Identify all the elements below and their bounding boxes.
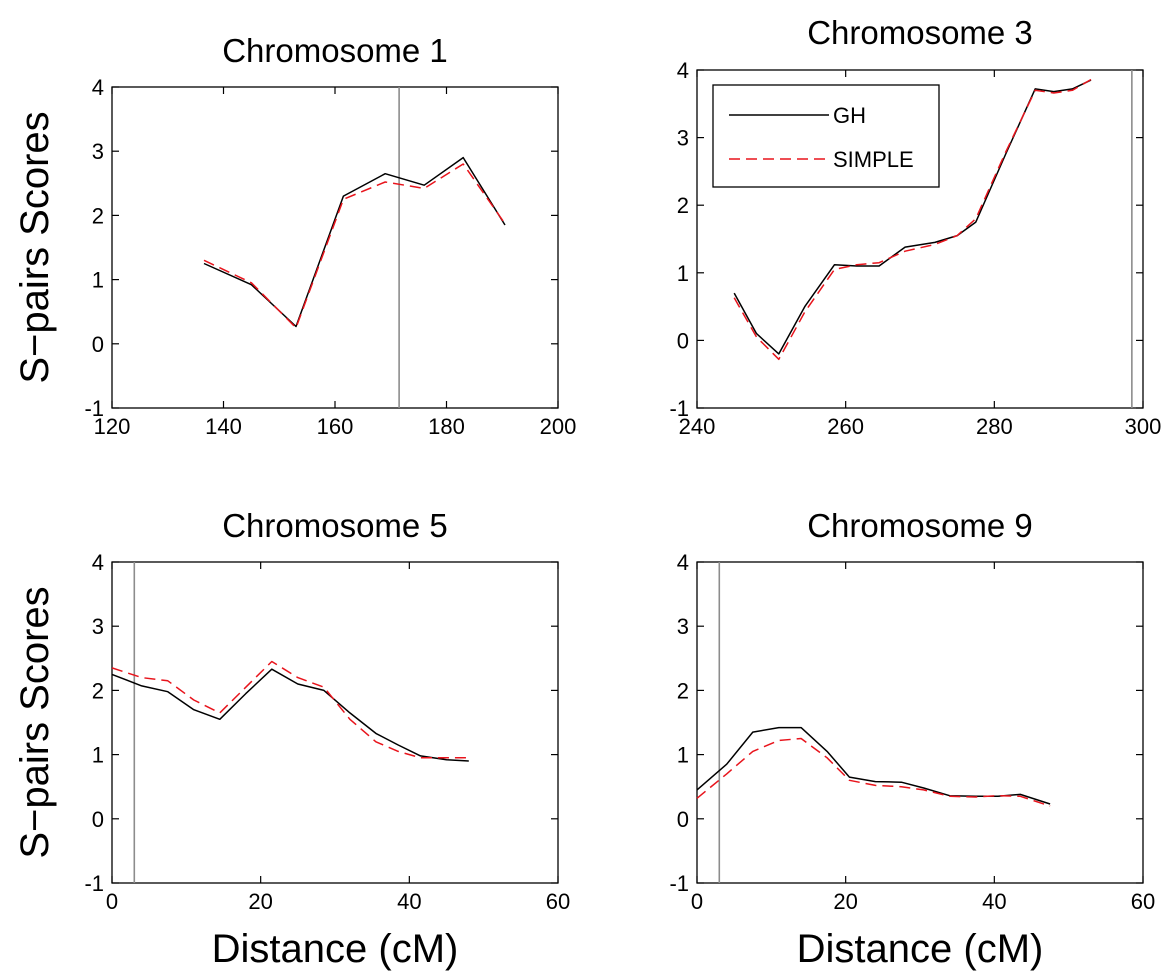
x-tick-label: 20 bbox=[833, 889, 857, 914]
x-tick-label: 280 bbox=[976, 414, 1013, 439]
legend-box bbox=[712, 84, 940, 188]
legend: GH SIMPLE bbox=[712, 84, 940, 188]
x-tick-label: 60 bbox=[546, 889, 570, 914]
plot-frame bbox=[111, 561, 559, 884]
panel-title: Chromosome 9 bbox=[807, 507, 1033, 544]
y-tick-label: 3 bbox=[677, 126, 689, 151]
x-tick-label: 180 bbox=[428, 414, 465, 439]
x-tick-label: 160 bbox=[317, 414, 354, 439]
y-tick-label: 4 bbox=[92, 550, 104, 575]
y-tick-label: 4 bbox=[677, 58, 689, 83]
x-axis-label: Distance (cM) bbox=[797, 927, 1044, 971]
y-tick-label: 2 bbox=[677, 193, 689, 218]
y-tick-label: 1 bbox=[677, 743, 689, 768]
x-tick-label: 40 bbox=[982, 889, 1006, 914]
x-tick-label: 200 bbox=[540, 414, 577, 439]
x-tick-label: 40 bbox=[397, 889, 421, 914]
y-tick-label: -1 bbox=[669, 396, 689, 421]
y-tick-label: 3 bbox=[92, 139, 104, 164]
panel-title: Chromosome 5 bbox=[222, 507, 448, 544]
y-tick-label: 0 bbox=[92, 332, 104, 357]
series-line-simple bbox=[733, 78, 1092, 361]
y-tick-label: -1 bbox=[84, 871, 104, 896]
y-tick-label: 1 bbox=[92, 743, 104, 768]
plot-frame bbox=[111, 86, 559, 409]
y-tick-label: 2 bbox=[92, 203, 104, 228]
x-tick-label: 260 bbox=[827, 414, 864, 439]
y-tick-label: 0 bbox=[92, 807, 104, 832]
series-line-gh bbox=[203, 156, 506, 328]
y-tick-label: 2 bbox=[677, 678, 689, 703]
panel-title: Chromosome 3 bbox=[807, 14, 1033, 51]
legend-label: GH bbox=[833, 103, 866, 128]
x-tick-label: 0 bbox=[691, 889, 703, 914]
series-line-simple bbox=[111, 660, 469, 759]
x-axis-label: Distance (cM) bbox=[212, 927, 459, 971]
y-tick-label: 4 bbox=[92, 75, 104, 100]
x-tick-label: 140 bbox=[205, 414, 242, 439]
plot-frame bbox=[696, 561, 1144, 884]
y-tick-label: 1 bbox=[92, 268, 104, 293]
series-line-gh bbox=[733, 79, 1092, 355]
series-line-simple bbox=[203, 163, 506, 329]
legend-label: SIMPLE bbox=[833, 147, 914, 172]
y-axis-label: S−pairs Scores bbox=[13, 586, 57, 858]
y-tick-label: 1 bbox=[677, 261, 689, 286]
x-tick-label: 120 bbox=[94, 414, 131, 439]
y-tick-label: 0 bbox=[677, 807, 689, 832]
y-tick-label: 3 bbox=[92, 614, 104, 639]
y-tick-label: 3 bbox=[677, 614, 689, 639]
panel-1: 120 140 160 180 200 -1 0 1 2 3 4 Chromosome 1 S−pair… bbox=[13, 32, 576, 439]
y-tick-label: 2 bbox=[92, 678, 104, 703]
panel-title: Chromosome 1 bbox=[222, 32, 448, 69]
x-tick-label: 0 bbox=[106, 889, 118, 914]
x-tick-label: 240 bbox=[679, 414, 716, 439]
series-line-gh bbox=[111, 668, 469, 762]
x-tick-label: 300 bbox=[1125, 414, 1162, 439]
y-axis-label: S−pairs Scores bbox=[13, 111, 57, 383]
x-tick-label: 60 bbox=[1131, 889, 1155, 914]
y-tick-label: 0 bbox=[677, 328, 689, 353]
series-line-simple bbox=[696, 737, 1051, 807]
panel-2: 240 260 280 300 -1 0 1 2 3 4 Chromosome 3 GH SIMPLE bbox=[669, 14, 1161, 439]
y-tick-label: 4 bbox=[677, 550, 689, 575]
y-tick-label: -1 bbox=[84, 396, 104, 421]
x-tick-label: 20 bbox=[248, 889, 272, 914]
y-tick-label: -1 bbox=[669, 871, 689, 896]
